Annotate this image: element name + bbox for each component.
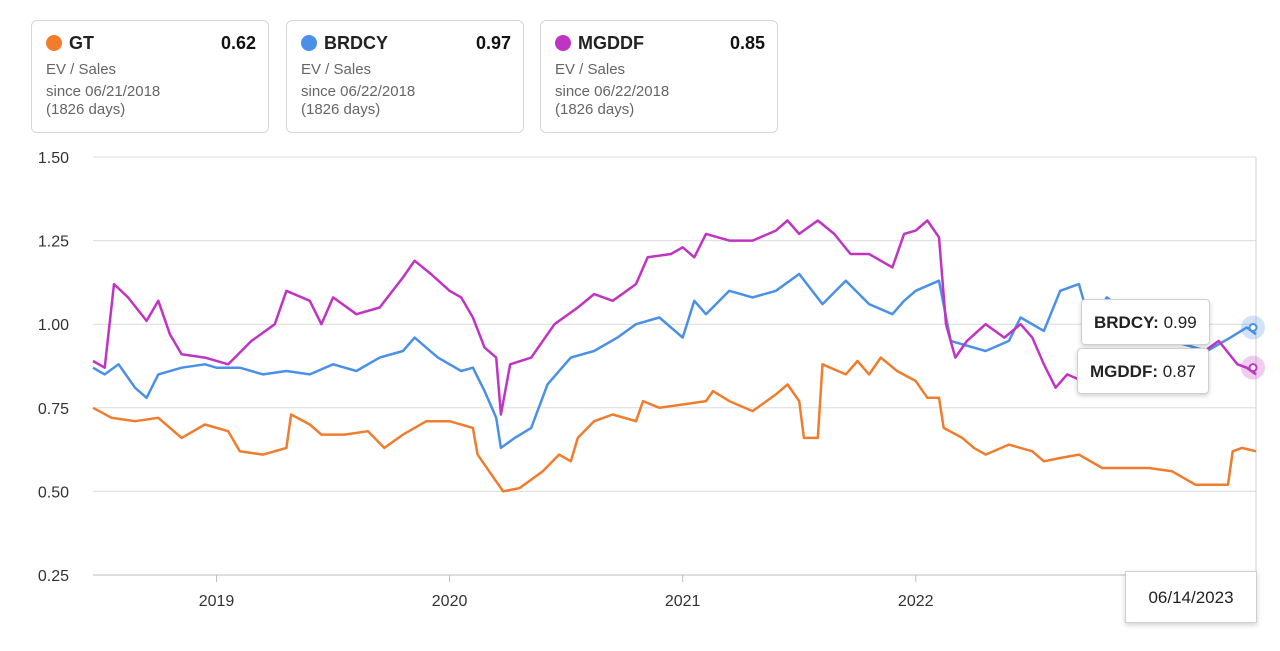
hover-date-label: 06/14/2023	[1125, 571, 1257, 623]
hover-point-brdcy	[1248, 323, 1258, 333]
mgddf-metric: EV / Sales	[555, 61, 626, 78]
gt-metric: EV / Sales	[46, 61, 117, 78]
mgddf-since: since 06/22/2018	[555, 83, 670, 100]
gt-since: since 06/21/2018	[46, 83, 161, 100]
mgddf-dot-icon	[555, 35, 571, 51]
y-tick-label: 0.25	[38, 568, 69, 585]
series-line-mgddf	[92, 219, 1257, 416]
brdcy-since: since 06/22/2018	[301, 83, 416, 100]
gt-ticker: GT	[46, 33, 94, 54]
x-axis: 2019 2020 2021 2022	[93, 574, 1256, 610]
brdcy-metric: EV / Sales	[301, 61, 372, 78]
series-line-brdcy	[92, 272, 1257, 450]
mgddf-card[interactable]: MGDDF 0.85 EV / Sales since 06/22/2018 (…	[540, 20, 778, 133]
mgddf-tooltip: MGDDF: 0.87	[1077, 348, 1209, 394]
mgddf-value: 0.85	[729, 32, 765, 53]
brdcy-value: 0.97	[475, 32, 511, 53]
y-tick-label: 1.50	[38, 150, 69, 167]
x-tick-label: 2022	[898, 593, 934, 610]
brdcy-days: (1826 days)	[301, 101, 381, 118]
brdcy-card[interactable]: BRDCY 0.97 EV / Sales since 06/22/2018 (…	[286, 20, 524, 133]
x-tick-label: 2021	[665, 593, 701, 610]
x-tick-label: 2020	[432, 593, 468, 610]
gt-card[interactable]: GT 0.62 EV / Sales since 06/21/2018 (182…	[31, 20, 269, 133]
brdcy-ticker-label: BRDCY	[324, 32, 389, 53]
gt-value: 0.62	[220, 32, 256, 53]
hover-markers	[1241, 315, 1265, 380]
series-lines	[92, 219, 1257, 493]
brdcy-tooltip-value: 0.99	[1163, 313, 1197, 332]
y-axis-labels: 1.50 1.25 1.00 0.75 0.50 0.25	[38, 150, 69, 585]
brdcy-dot-icon	[301, 35, 317, 51]
hover-point-mgddf	[1248, 363, 1258, 373]
gt-days: (1826 days)	[46, 101, 126, 118]
gt-ticker-label: GT	[69, 32, 94, 53]
brdcy-tooltip: BRDCY: 0.99	[1081, 299, 1210, 345]
series-line-gt	[92, 356, 1257, 493]
mgddf-ticker-label: MGDDF	[578, 32, 644, 53]
y-tick-label: 1.25	[38, 234, 69, 251]
y-tick-label: 1.00	[38, 317, 69, 334]
brdcy-tooltip-label: BRDCY:	[1094, 313, 1159, 332]
y-tick-label: 0.75	[38, 401, 69, 418]
mgddf-tooltip-value: 0.87	[1162, 362, 1196, 381]
x-tick-label: 2019	[199, 593, 235, 610]
mgddf-tooltip-label: MGDDF:	[1090, 362, 1158, 381]
mgddf-ticker: MGDDF	[555, 33, 644, 54]
gt-dot-icon	[46, 35, 62, 51]
brdcy-ticker: BRDCY	[301, 33, 388, 54]
y-tick-label: 0.50	[38, 484, 69, 501]
mgddf-days: (1826 days)	[555, 101, 635, 118]
